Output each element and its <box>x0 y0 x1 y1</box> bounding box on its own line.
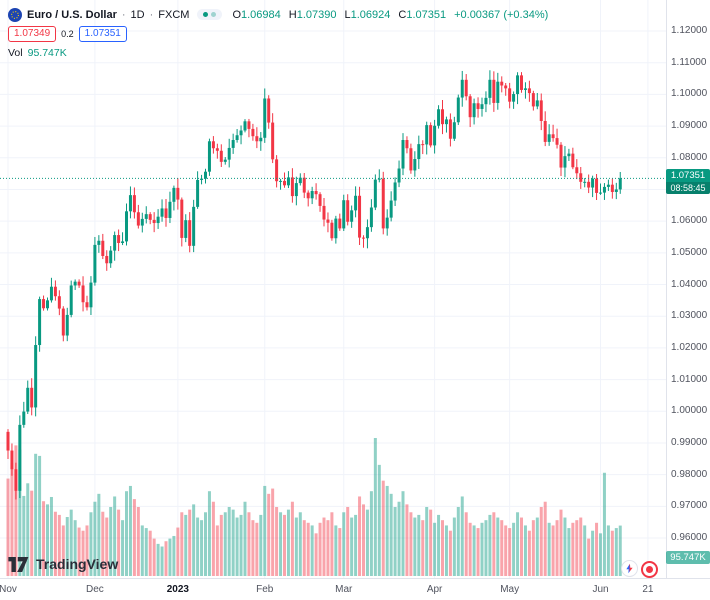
time-axis[interactable]: Nov Dec 2023 Feb Mar Apr May Jun 21 <box>0 578 710 600</box>
exchange-label[interactable]: FXCM <box>158 8 190 21</box>
price-tick: 1.09000 <box>671 120 708 132</box>
price-tick: 1.05000 <box>671 246 708 258</box>
high-value: 1.07390 <box>296 8 337 21</box>
tradingview-wordmark: TradingView <box>36 556 119 572</box>
legend: Euro / U.S. Dollar · 1D · FXCM O1.06984 … <box>8 7 548 64</box>
time-tick: Feb <box>256 584 274 595</box>
status-dot-icon <box>211 12 217 17</box>
spread-value: 0.2 <box>61 28 74 39</box>
price-tick: 0.97000 <box>671 500 708 512</box>
low-value: 1.06924 <box>350 8 391 21</box>
price-tick: 1.11000 <box>671 56 707 68</box>
market-status-pill[interactable] <box>197 9 223 20</box>
tradingview-logo[interactable]: TradingView <box>8 556 118 572</box>
volume-axis-badge: 95.747K <box>666 551 710 564</box>
candles-layer <box>6 70 622 500</box>
price-tick: 1.04000 <box>671 278 708 290</box>
price-tick: 1.02000 <box>671 341 708 353</box>
price-axis[interactable]: 1.120001.110001.100001.090001.080001.070… <box>666 0 710 578</box>
time-tick: 21 <box>642 584 654 595</box>
open-label: O <box>232 8 241 21</box>
high-label: H <box>288 8 297 21</box>
time-tick: 2023 <box>166 584 189 595</box>
price-tick: 1.03000 <box>671 310 708 322</box>
eur-flag-icon <box>8 7 22 22</box>
volume-value: 95.747K <box>27 46 67 59</box>
price-tick: 1.08000 <box>671 151 708 163</box>
time-tick: Mar <box>335 584 353 595</box>
time-tick: May <box>500 584 520 595</box>
interval-label[interactable]: 1D <box>130 8 145 21</box>
chart-canvas[interactable] <box>0 0 666 578</box>
price-tick: 1.01000 <box>671 373 708 385</box>
grid-layer <box>0 0 666 578</box>
price-tick: 0.99000 <box>671 436 708 448</box>
volume-legend[interactable]: Vol 95.747K <box>8 45 548 60</box>
price-tick: 1.10000 <box>671 88 708 100</box>
close-value: 1.07351 <box>406 8 447 21</box>
tradingview-mark-icon <box>8 556 30 572</box>
bar-countdown: 08:58:45 <box>666 182 710 195</box>
ohlc-values: O1.06984 H1.07390 L1.06924 C1.07351 +0.0… <box>232 9 548 21</box>
ask-price-button[interactable]: 1.07351 <box>78 25 127 42</box>
price-tick: 0.98000 <box>671 468 708 480</box>
time-tick: Apr <box>426 584 443 595</box>
separator: · <box>121 8 126 21</box>
time-tick: Nov <box>0 584 17 595</box>
price-tick: 1.00000 <box>671 405 708 417</box>
bid-price-button[interactable]: 1.07349 <box>8 25 57 42</box>
volume-label: Vol <box>8 46 23 59</box>
change-value: +0.00367 (+0.34%) <box>454 8 549 21</box>
time-tick: Dec <box>85 584 104 595</box>
last-price-value: 1.07351 <box>666 169 710 183</box>
floating-action-icons <box>621 560 658 578</box>
symbol-title[interactable]: Euro / U.S. Dollar <box>27 8 117 21</box>
time-tick: Jun <box>592 584 609 595</box>
open-value: 1.06984 <box>241 8 281 21</box>
price-tick: 1.06000 <box>671 215 708 227</box>
price-tick: 0.96000 <box>671 532 708 543</box>
lightning-icon[interactable] <box>621 560 638 577</box>
low-label: L <box>344 8 351 21</box>
status-dot-icon <box>203 12 209 17</box>
record-icon[interactable] <box>641 561 658 578</box>
separator: · <box>149 8 154 21</box>
close-label: C <box>398 8 407 21</box>
price-tick: 1.12000 <box>671 25 708 36</box>
last-price-badge: 1.07351 08:58:45 <box>666 169 710 195</box>
volume-layer <box>6 438 622 576</box>
